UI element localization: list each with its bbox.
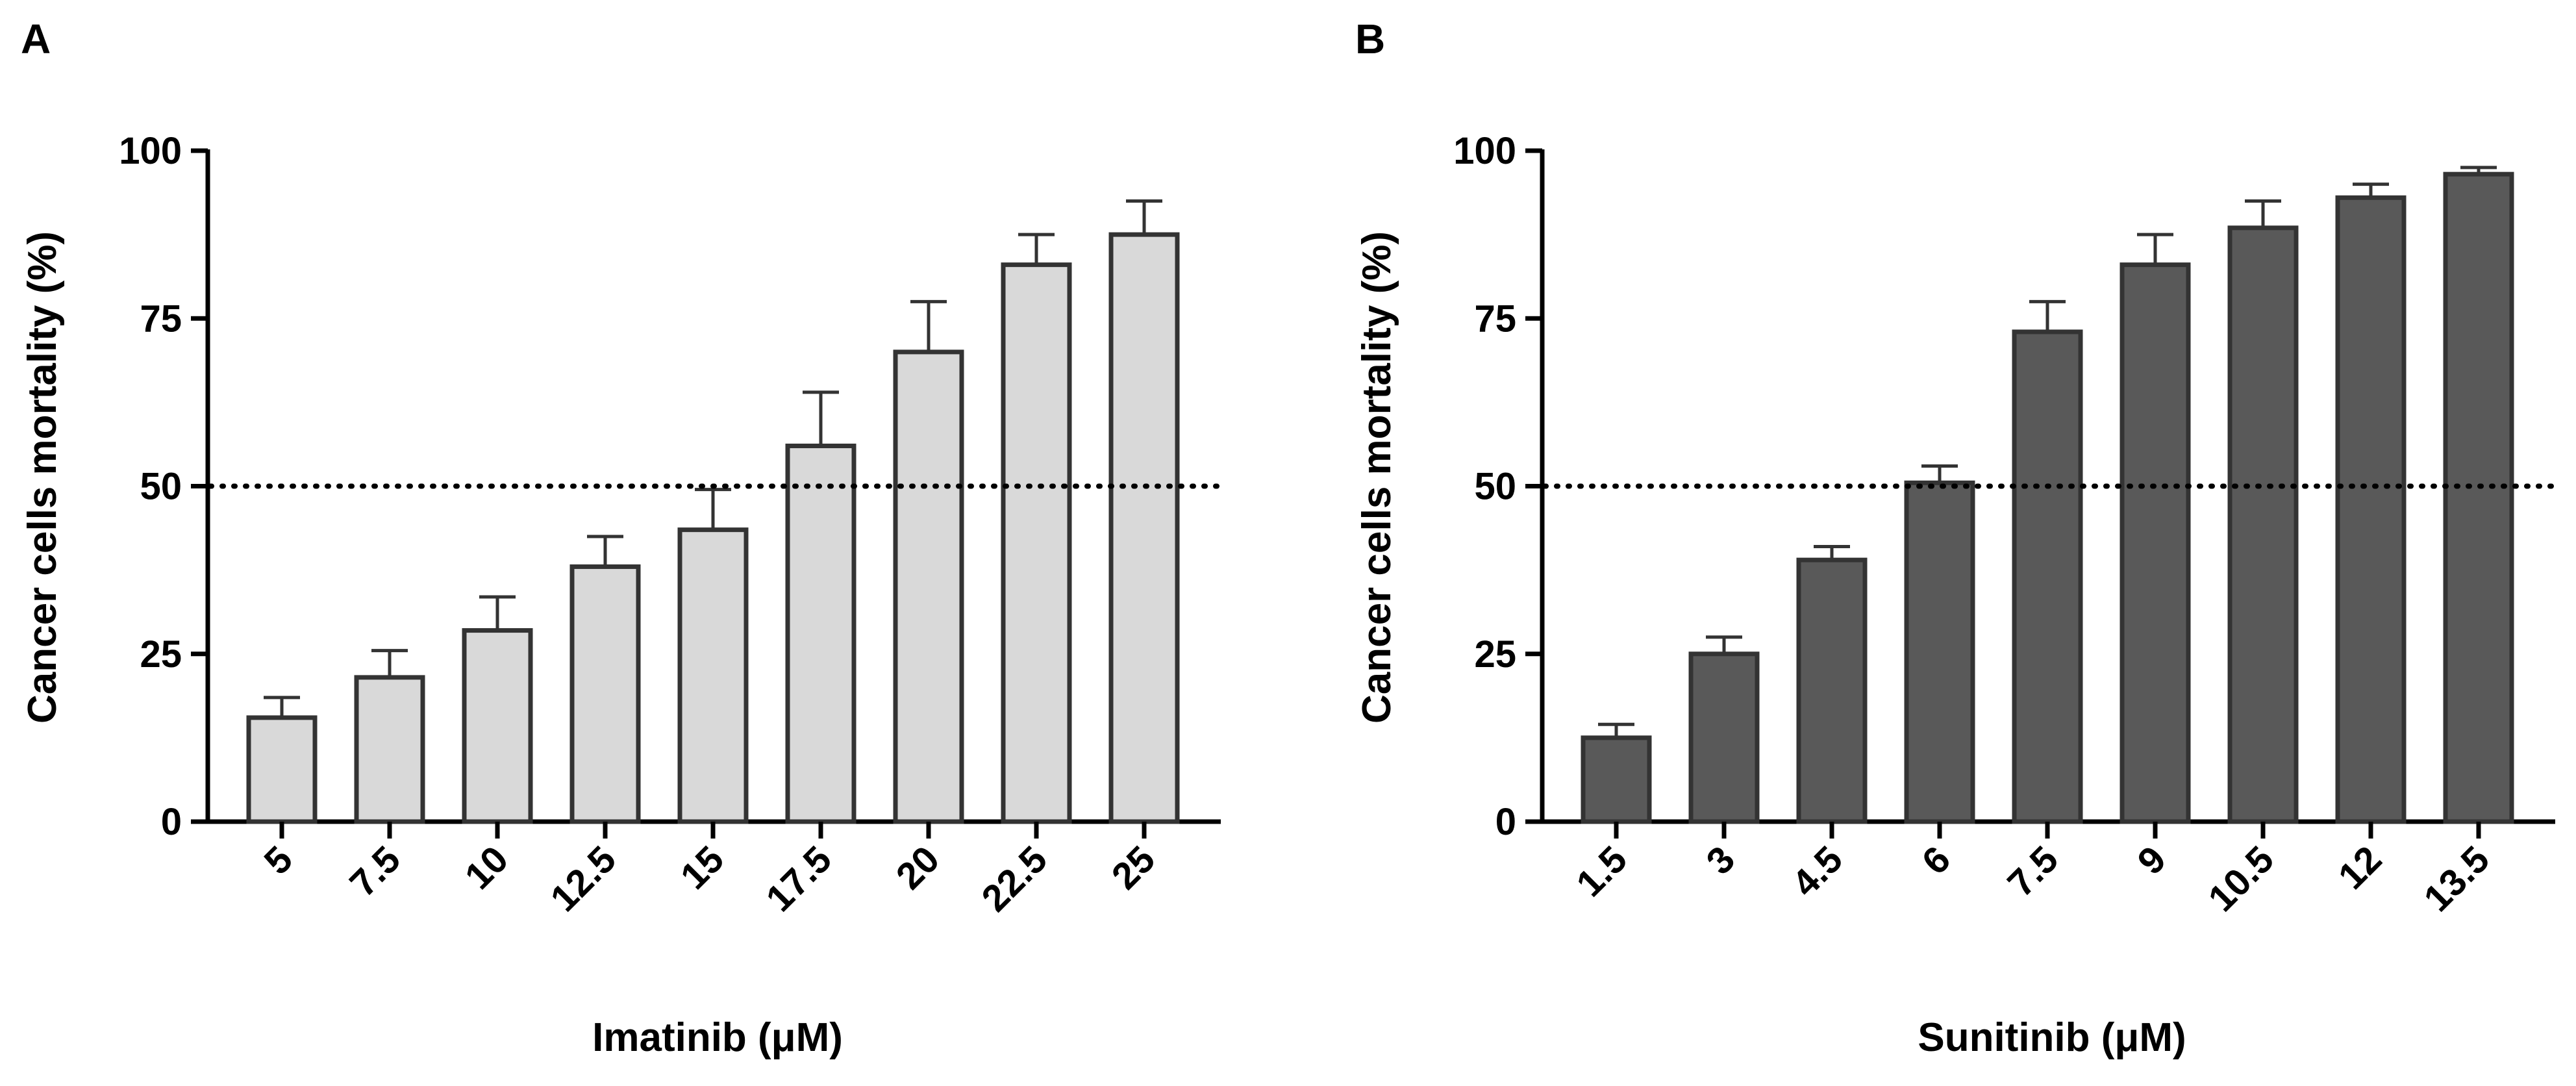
panel-b-bar-13.5 [2443, 171, 2514, 824]
panel-b-y-tick-label: 75 [1474, 297, 1516, 340]
panel-a-bar-22.5 [1001, 262, 1072, 824]
panel-b-bar-9 [2120, 262, 2191, 824]
panel-a-x-tick-label: 12.5 [542, 838, 624, 920]
panel-b-bar-3 [1688, 651, 1760, 824]
panel-a-y-tick-label: 0 [161, 801, 182, 843]
panel-a-bar-25 [1108, 232, 1180, 824]
panel-b-x-tick-label: 10.5 [2200, 838, 2282, 920]
panel-a-bar-10 [462, 628, 533, 824]
panel-b-bar-1.5 [1581, 735, 1652, 824]
panel-a-x-tick-label: 5 [256, 838, 301, 883]
panel-b-x-tick-label: 6 [1914, 838, 1958, 883]
panel-a-bar-5 [246, 715, 318, 824]
panel-b-y-axis-title: Cancer cells mortality (%) [1355, 231, 1399, 724]
panel-a-x-axis-title: Imatinib (μM) [592, 1015, 843, 1060]
panel-a-y-axis-title: Cancer cells mortality (%) [20, 231, 65, 724]
panel-a-y-tick-label: 50 [140, 466, 182, 508]
panel-a-y-tick-label: 100 [119, 130, 182, 172]
panel-b-y-tick-label: 0 [1495, 801, 1516, 843]
panel-b-y-tick-label: 50 [1474, 466, 1516, 508]
panel-b-x-tick-label: 3 [1698, 838, 1743, 883]
panel-b: B Cancer cells mortality (%) Sunitinib (… [1355, 16, 2558, 1060]
panel-b-bar-12 [2335, 195, 2407, 824]
panel-b-bar-6 [1904, 480, 1975, 824]
panel-a-x-tick-label: 17.5 [758, 838, 840, 920]
panel-a-bar-20 [893, 349, 964, 824]
panel-a-x-tick-label: 25 [1104, 838, 1164, 898]
panel-b-x-tick-label: 13.5 [2416, 838, 2497, 920]
panel-b-x-tick-label: 1.5 [1568, 838, 1635, 905]
panel-a-y-tick-label: 25 [140, 633, 182, 676]
panel-a-x-tick-label: 20 [888, 838, 948, 898]
panel-b-bar-10.5 [2227, 225, 2299, 824]
panel-b-x-tick-label: 7.5 [1999, 838, 2066, 905]
panel-b-y-tick-label: 25 [1474, 633, 1516, 676]
panel-a-x-tick-label: 7.5 [342, 838, 408, 905]
panel-a-bar-12.5 [569, 564, 641, 824]
panel-b-y-tick-label: 100 [1453, 130, 1516, 172]
panel-a-x-tick-label: 22.5 [973, 838, 1055, 920]
panel-b-bar-4.5 [1796, 557, 1868, 824]
panel-a-bar-17.5 [785, 444, 857, 824]
panel-a-label: A [21, 16, 51, 62]
panel-a-bar-15 [677, 527, 749, 824]
panel-b-bar-7.5 [2012, 329, 2083, 824]
panel-b-label: B [1355, 16, 1385, 62]
panel-a-y-tick-label: 75 [140, 297, 182, 340]
panel-b-x-tick-label: 4.5 [1784, 838, 1851, 905]
panel-b-x-axis-title: Sunitinib (μM) [1918, 1015, 2186, 1060]
panel-b-x-tick-label: 9 [2129, 838, 2174, 883]
panel-a-x-tick-label: 10 [457, 838, 517, 898]
panel-a-x-tick-label: 15 [673, 838, 732, 898]
panel-a-bar-7.5 [354, 675, 425, 824]
panel-b-x-tick-label: 12 [2331, 838, 2390, 898]
panel-a: A Cancer cells mortality (%) Imatinib (μ… [20, 16, 1223, 1060]
